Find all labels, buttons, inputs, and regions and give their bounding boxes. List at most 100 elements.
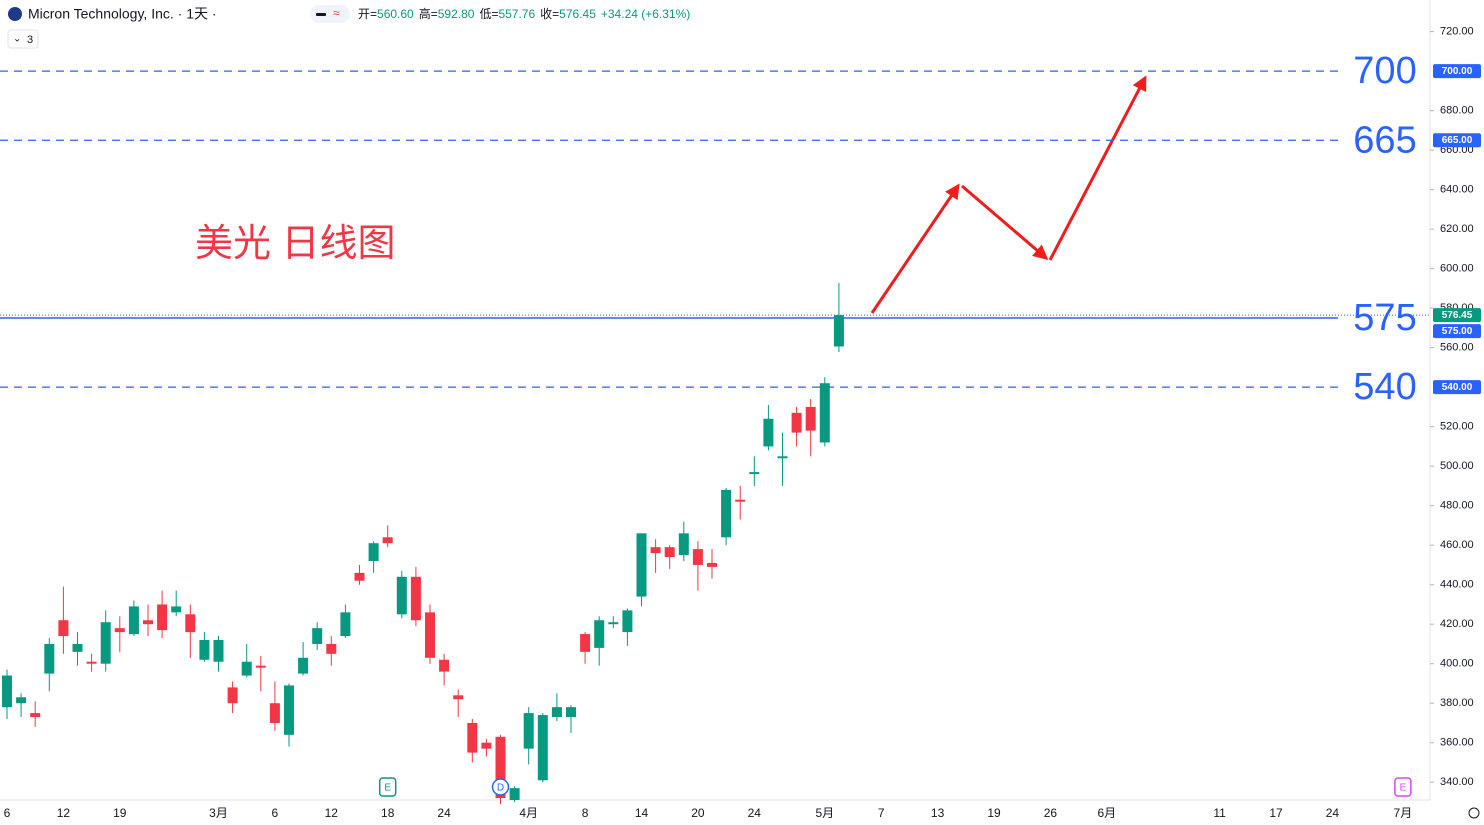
x-tick-label: 4月 <box>519 806 538 820</box>
x-tick-label: 19 <box>987 806 1001 820</box>
candle-body <box>171 606 182 613</box>
x-tick-label: 7 <box>878 806 885 820</box>
level-label: 700 <box>1353 50 1416 92</box>
ohlc-value: 557.76 <box>498 7 535 21</box>
candle-body <box>312 628 323 644</box>
candle-body <box>551 707 562 718</box>
x-tick-label: 8 <box>582 806 589 820</box>
x-tick-label: 24 <box>1326 806 1340 820</box>
candle-body <box>241 661 252 676</box>
candle-body <box>721 489 732 538</box>
price-tag <box>1433 64 1481 79</box>
y-tick-label: 400.00 <box>1440 658 1474 670</box>
level-label: 575 <box>1353 297 1416 339</box>
y-tick-label: 680.00 <box>1440 105 1474 117</box>
ohlc-value: 592.80 <box>438 7 475 21</box>
y-tick-label: 620.00 <box>1440 223 1474 235</box>
price-tag <box>1433 308 1481 323</box>
candle-body <box>467 722 478 753</box>
candle-body <box>86 661 97 664</box>
y-tick-label: 380.00 <box>1440 697 1474 709</box>
ohlc-value: 560.60 <box>377 7 414 21</box>
pill[interactable] <box>310 5 350 23</box>
candle-body <box>269 703 280 723</box>
x-tick-label: 19 <box>113 806 127 820</box>
forecast-arrows <box>870 75 1147 314</box>
candle-body <box>537 715 548 781</box>
candle-body <box>777 456 788 459</box>
level-label: 540 <box>1353 366 1416 408</box>
candle-body <box>664 547 675 558</box>
price-tag-label: 576.45 <box>1442 310 1473 321</box>
icon: ≈ <box>333 6 340 20</box>
candle-body <box>2 675 12 708</box>
candle-body <box>114 628 125 633</box>
x-tick-label: 26 <box>1044 806 1058 820</box>
y-tick-label: 720.00 <box>1440 26 1474 38</box>
candle-body <box>410 576 421 621</box>
price-tag-label: 665.00 <box>1442 135 1473 146</box>
candle-body <box>143 620 153 625</box>
y-tick-label: 480.00 <box>1440 500 1474 512</box>
candle-body <box>354 572 365 581</box>
x-tick-label: 6 <box>4 806 11 820</box>
candle-body <box>16 697 27 704</box>
candle-body <box>805 406 816 431</box>
candle-body <box>763 418 774 447</box>
candle-body <box>692 549 703 565</box>
candle-body <box>30 713 41 718</box>
candle-body <box>608 622 619 625</box>
candle-body <box>636 533 647 597</box>
candle-body <box>707 562 717 567</box>
candle-body <box>580 634 591 652</box>
y-tick-label: 420.00 <box>1440 618 1474 630</box>
candle-body <box>72 643 83 652</box>
candle-body <box>185 614 196 633</box>
x-tick-label: 6 <box>272 806 279 820</box>
price-tag <box>1433 380 1481 395</box>
candle-body <box>495 736 506 799</box>
ohlc-label: 开= <box>358 7 377 21</box>
symbol: Micron Technology, Inc. · 1天 · <box>28 6 217 22</box>
indicator-toggle[interactable] <box>7 29 39 49</box>
candle-body <box>678 533 689 556</box>
candle-body <box>326 643 337 654</box>
candle-body <box>368 543 379 561</box>
event-marker <box>378 777 397 797</box>
candle-body <box>44 643 55 674</box>
candle-body <box>833 315 844 347</box>
candle-body <box>650 547 661 554</box>
y-tick-label: 500.00 <box>1440 460 1474 472</box>
candle-body <box>735 499 746 502</box>
candle-body <box>340 612 351 637</box>
icon <box>316 13 326 16</box>
x-tick-label: 14 <box>635 806 649 820</box>
candle-body <box>509 788 520 800</box>
candle-body <box>439 659 450 672</box>
candle-body <box>481 742 492 749</box>
y-tick-label: 440.00 <box>1440 579 1474 591</box>
header: Micron Technology, Inc. · 1天 · ≈ ⌄ 3 <box>7 5 350 49</box>
ohlc-label: 收= <box>540 7 559 21</box>
x-tick-label: 24 <box>748 806 762 820</box>
y-tick-label: 640.00 <box>1440 184 1474 196</box>
arrow <box>870 183 960 314</box>
price-tag <box>1433 324 1481 339</box>
settings[interactable] <box>1468 807 1480 819</box>
x-tick-label: 17 <box>1269 806 1283 820</box>
x-tick-label: 13 <box>931 806 945 820</box>
x-tick-label: 20 <box>691 806 705 820</box>
candle-body <box>749 472 760 475</box>
y-tick-label: 460.00 <box>1440 539 1474 551</box>
x-tick-label: 5月 <box>815 806 834 820</box>
candle-body <box>199 640 210 660</box>
candle-body <box>425 612 435 658</box>
arrow <box>1048 75 1147 261</box>
candle-body <box>227 687 238 704</box>
price-tag-label: 575.00 <box>1442 326 1473 337</box>
candle-body <box>622 610 633 633</box>
candle-body <box>100 622 111 664</box>
candle-body <box>298 657 309 674</box>
x-tick-label: 18 <box>381 806 395 820</box>
